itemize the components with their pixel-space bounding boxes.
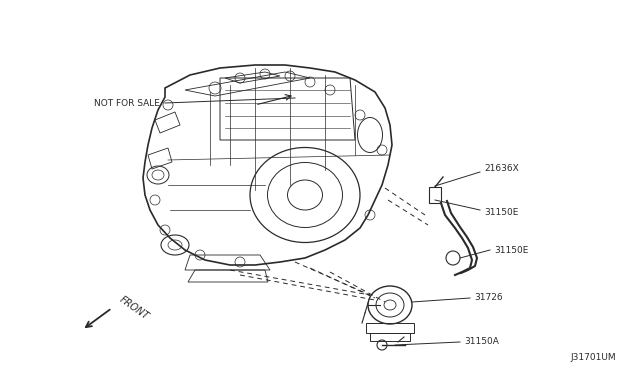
Text: NOT FOR SALE: NOT FOR SALE <box>94 99 160 108</box>
Text: 31150E: 31150E <box>484 208 518 217</box>
Text: J31701UM: J31701UM <box>570 353 616 362</box>
Bar <box>366 323 414 333</box>
Text: 31726: 31726 <box>474 294 502 302</box>
Text: 21636X: 21636X <box>484 164 519 173</box>
Bar <box>370 333 410 341</box>
Text: 31150E: 31150E <box>494 246 529 254</box>
Text: 31150A: 31150A <box>464 337 499 346</box>
Text: FRONT: FRONT <box>118 294 151 322</box>
Bar <box>429 187 441 203</box>
